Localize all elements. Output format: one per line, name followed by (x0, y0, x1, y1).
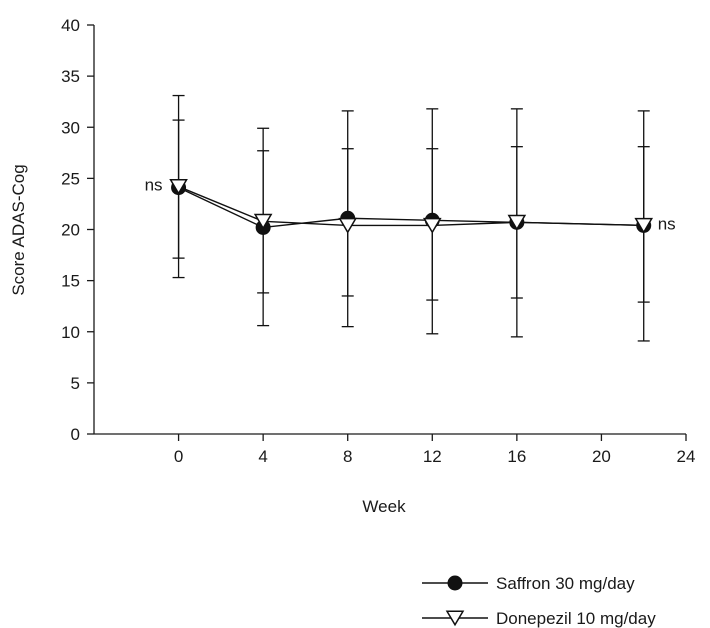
legend-label-0: Saffron 30 mg/day (496, 574, 635, 593)
series-markers-0 (171, 180, 652, 235)
x-tick-label: 4 (258, 447, 267, 466)
x-tick-label: 16 (507, 447, 526, 466)
data-point (169, 179, 188, 195)
data-point (253, 213, 273, 230)
y-axis-title: Score ADAS-Cog (9, 164, 28, 295)
annotation-ns: ns (145, 176, 163, 195)
x-tick-label: 0 (174, 447, 183, 466)
y-tick-label: 15 (61, 272, 80, 291)
y-tick-label: 30 (61, 118, 80, 137)
legend-marker-0 (447, 575, 463, 591)
axes: 0 5 10 15 20 25 30 35 40 0 4 8 12 16 20 24 (61, 16, 695, 466)
series-layer (169, 94, 654, 342)
data-point (338, 217, 358, 234)
data-point (507, 214, 527, 231)
y-tick-label: 25 (61, 169, 80, 188)
x-tick-label: 20 (592, 447, 611, 466)
legend-marker-1 (445, 610, 465, 627)
annotation-layer: ns ns (145, 176, 676, 234)
y-tick-label: 0 (71, 425, 80, 444)
x-axis-title: Week (362, 497, 406, 516)
x-tick-label: 8 (343, 447, 352, 466)
y-tick-label: 20 (61, 221, 80, 240)
y-tick-label: 35 (61, 67, 80, 86)
series-errorbars-0 (172, 119, 650, 303)
series-line-0 (178, 186, 644, 229)
series-line-1 (178, 185, 644, 227)
x-tick-label: 24 (677, 447, 696, 466)
series-markers-1 (169, 179, 654, 234)
x-tick-label: 12 (423, 447, 442, 466)
data-point (422, 217, 442, 234)
y-tick-label: 10 (61, 323, 80, 342)
data-point (634, 217, 654, 234)
legend-label-1: Donepezil 10 mg/day (496, 609, 656, 628)
annotation-ns: ns (658, 214, 676, 233)
y-tick-label: 5 (71, 374, 80, 393)
y-tick-label: 40 (61, 16, 80, 35)
legend: Saffron 30 mg/day Donepezil 10 mg/day (422, 574, 656, 628)
